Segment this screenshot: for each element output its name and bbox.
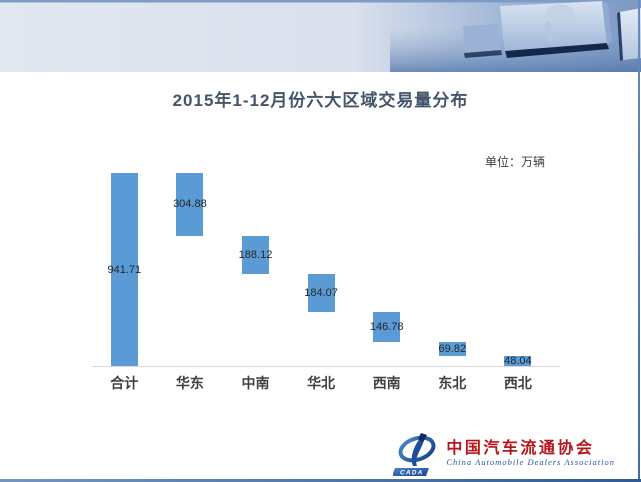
bar-segment [373,311,401,342]
bar-segment [176,173,204,236]
bar-segment [110,173,138,366]
logo-text-block: 中国汽车流通协会 China Automobile Dealers Associ… [446,440,615,468]
logo-name-chinese: 中国汽车流通协会 [446,439,595,457]
cada-acronym: CADA [400,470,424,477]
category-label: 东北 [438,375,467,391]
category-label: 合计 [110,375,139,391]
cada-logo: CADA 中国汽车流通协会 China Automobile Dealers A… [393,430,615,477]
category-label: 华北 [307,375,336,391]
value-label: 941.71 [107,263,142,276]
value-label: 304.88 [173,198,207,211]
category-label: 华东 [175,375,204,391]
category-label: 西北 [503,375,532,391]
chart-title: 2015年1-12月份六大区域交易量分布 [172,91,469,110]
bar-segment [504,356,532,366]
slide-bottom-border [0,479,641,482]
category-label: 中南 [241,375,270,391]
value-label: 188.12 [238,248,273,261]
logo-name-english: China Automobile Dealers Association [446,457,615,468]
unit-label: 单位：万辆 [484,155,545,169]
value-label: 69.82 [438,343,467,355]
category-label: 西南 [372,375,401,391]
banner-graphic [0,0,641,72]
value-label: 48.04 [504,355,532,368]
cada-emblem-icon: CADA [393,433,436,477]
bar-segment [307,274,335,312]
slide-right-border [638,0,640,482]
bar-segment [438,341,466,357]
value-label: 184.07 [304,286,338,299]
value-label: 146.78 [369,320,404,333]
bar-segment [242,235,269,275]
banner-boxes-illustration [0,0,641,72]
x-axis-line [92,366,560,367]
